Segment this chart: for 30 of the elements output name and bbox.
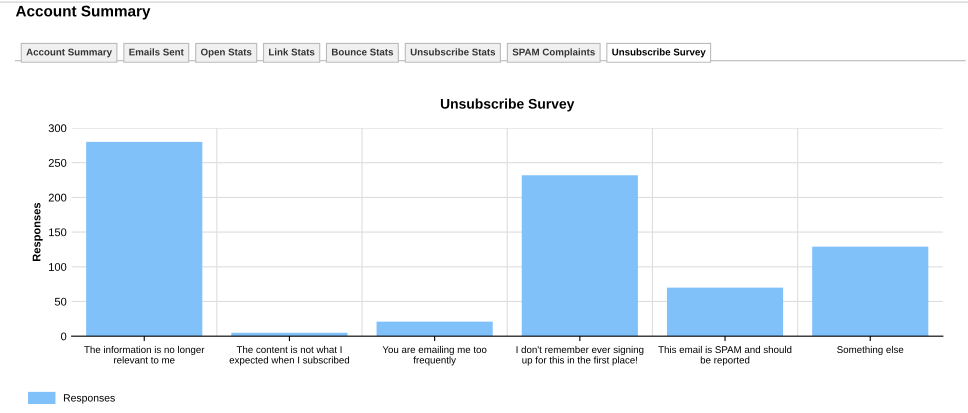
y-tick-label: 0 <box>61 332 66 340</box>
bar <box>812 246 928 336</box>
x-tick-label: You are emailing me too frequently <box>382 346 486 366</box>
text: SPAM Complaints <box>512 48 595 58</box>
x-tick-label: The information is no longer relevant to me <box>84 346 204 364</box>
text: Emails Sent <box>129 48 184 56</box>
bar <box>666 288 784 336</box>
y-tick-label: 250 <box>48 158 66 167</box>
x-tick-label: Something else <box>837 346 904 355</box>
x-tick-label: I don't remember ever signing up for this in the first place! <box>516 346 644 366</box>
y-tick-label: 300 <box>48 124 66 132</box>
legend-label: Responses <box>64 394 115 404</box>
bar <box>376 322 493 336</box>
text: Link Stats <box>269 48 314 56</box>
y-tick-label: 200 <box>48 194 66 202</box>
text: Open Stats <box>200 48 252 58</box>
bar <box>86 142 202 336</box>
x-tick-label: This email is SPAM and should be reported <box>658 346 792 366</box>
text: Unsubscribe Stats <box>410 48 496 56</box>
y-axis-title: Responses <box>32 202 43 261</box>
text: Unsubscribe Survey <box>612 48 706 58</box>
y-tick-label: 100 <box>49 263 66 271</box>
text: Account Summary <box>26 48 112 58</box>
chart-title: Unsubscribe Survey <box>440 98 574 112</box>
text: Bounce Stats <box>332 48 394 56</box>
text: Account Summary <box>16 6 150 20</box>
bar <box>522 175 638 336</box>
x-tick-label: The content is not what I expected when I subscribed <box>230 346 350 366</box>
y-tick-label: 50 <box>54 298 66 306</box>
y-tick-label: 150 <box>49 228 66 236</box>
